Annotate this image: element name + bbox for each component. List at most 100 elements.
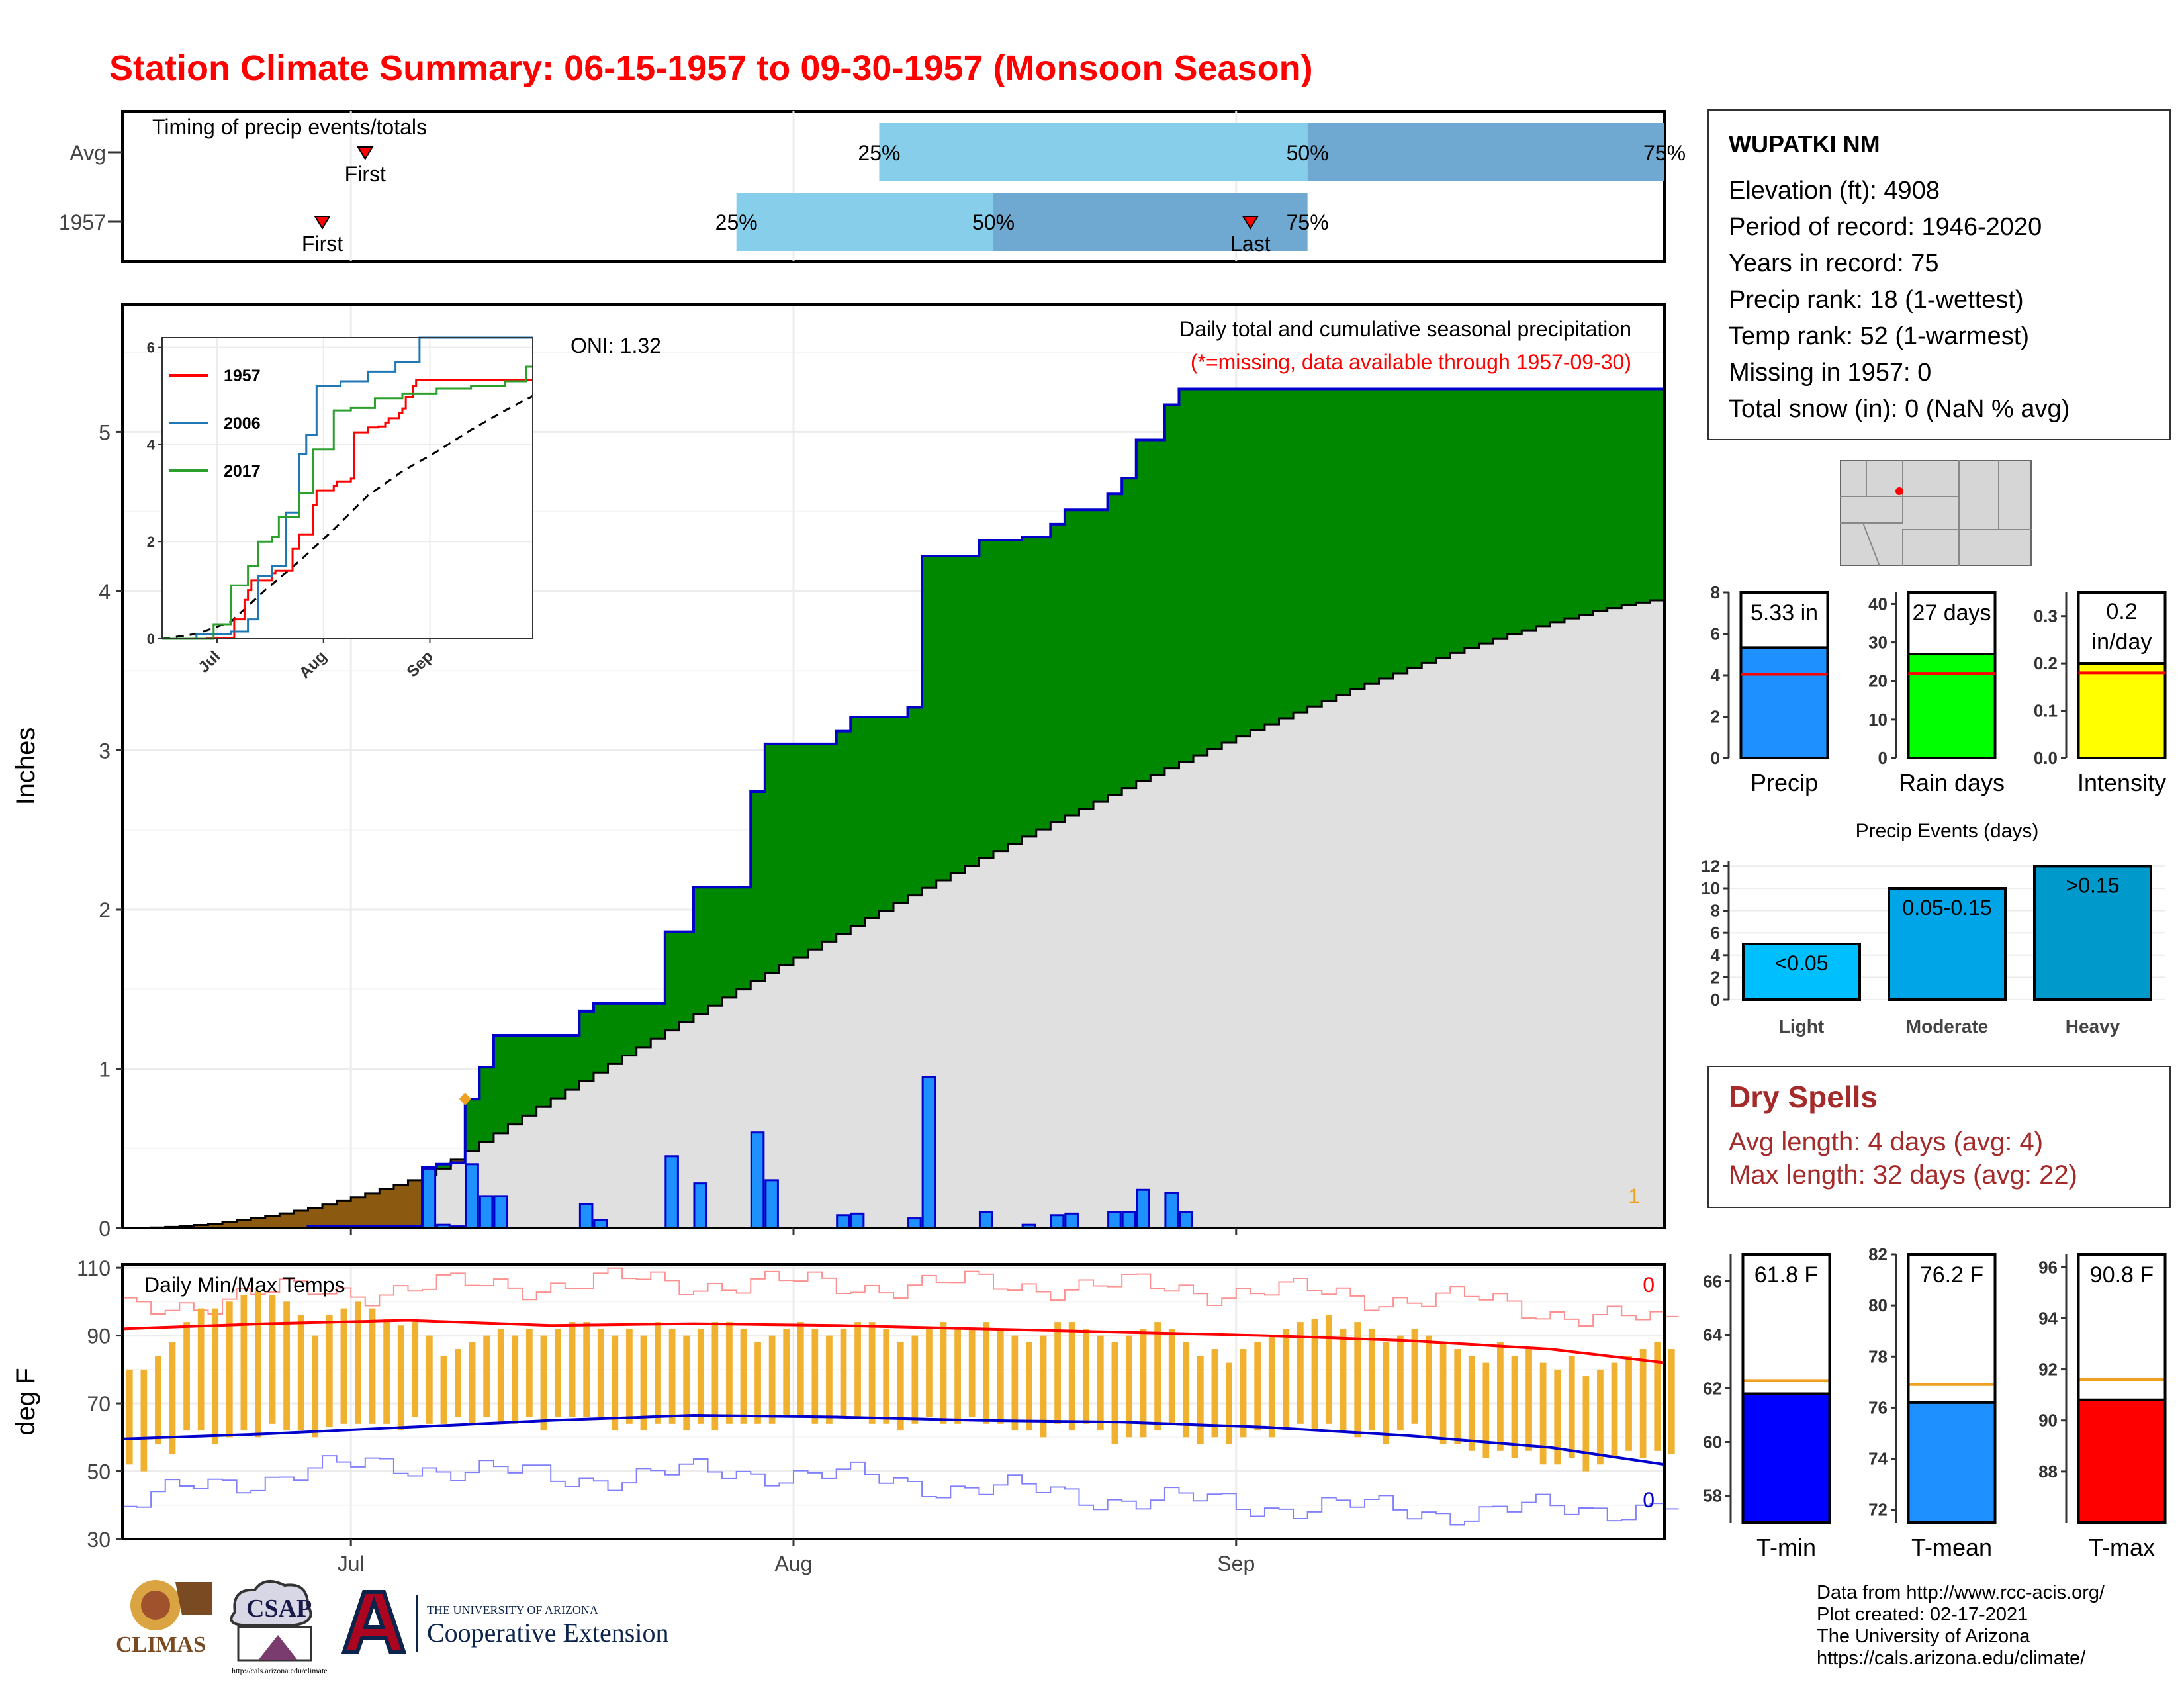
daily-temp-bar [1497, 1342, 1504, 1451]
events-y-tick-label: 12 [1701, 856, 1720, 876]
daily-temp-bar [297, 1315, 304, 1431]
daily-temp-bar [911, 1335, 919, 1424]
daily-precip-bar [422, 1168, 437, 1229]
daily-precip-bar [664, 1155, 679, 1229]
daily-temp-bar [1426, 1335, 1432, 1438]
daily-temp-bar [668, 1329, 676, 1424]
summary-y-tick-label: 60 [1703, 1432, 1722, 1452]
summary-y-tick-label: 82 [1868, 1244, 1888, 1264]
daily-precip-bar [1164, 1192, 1179, 1229]
csap-text: CSAP [246, 1595, 312, 1622]
climas-text: CLIMAS [116, 1632, 206, 1657]
daily-temp-bar [1054, 1322, 1061, 1424]
timing-q50-label: 50% [1287, 141, 1329, 165]
daily-temp-bar [1297, 1322, 1304, 1424]
daily-temp-bar [754, 1342, 761, 1424]
summary-y-tick-label: 96 [2038, 1257, 2058, 1277]
above-average-area [122, 389, 1664, 1228]
daily-precip-bar [1121, 1211, 1136, 1229]
summary-y-tick-label: 0.1 [2034, 701, 2058, 721]
daily-temp-bar [1411, 1329, 1418, 1424]
ua-small-text: THE UNIVERSITY OF ARIZONA [427, 1603, 598, 1617]
events-y-tick-label: 4 [1711, 945, 1721, 965]
daily-temp-bar [1226, 1362, 1232, 1444]
daily-precip-bar [1136, 1188, 1150, 1229]
daily-temp-bar [1197, 1356, 1204, 1444]
timing-label: Timing of precip events/totals [152, 115, 427, 139]
temp-frame [121, 1263, 1666, 1540]
station-name: WUPATKI NM [1729, 130, 1880, 158]
daily-precip-bar [836, 1214, 850, 1229]
daily-temp-bar [483, 1335, 490, 1417]
daily-temp-bar [583, 1322, 590, 1417]
summary-bar-Precip [1739, 646, 1829, 759]
daily-temp-bar [1140, 1329, 1147, 1438]
daily-temp-bar [312, 1335, 319, 1438]
summary-y-tick-label: 66 [1703, 1272, 1722, 1291]
timing-q50-q75-bar [1307, 123, 1664, 181]
daily-temp-bar [1111, 1342, 1118, 1444]
daily-precip-bar [1107, 1211, 1122, 1229]
daily-temp-bar [1154, 1322, 1161, 1431]
temp-y-tick-label: 70 [87, 1392, 111, 1416]
events-y-tick-label: 8 [1711, 901, 1720, 921]
below-average-area [136, 1159, 465, 1228]
summary-y-tick-label: 58 [1703, 1486, 1722, 1506]
temp-y-tick-label: 110 [77, 1256, 111, 1280]
station-years: Years in record: 75 [1729, 250, 1939, 277]
daily-temp-bar [1582, 1376, 1590, 1472]
summary-y-tick-label: 74 [1868, 1449, 1888, 1469]
events-category-label: Moderate [1906, 1016, 1988, 1037]
avg-cumulative-area [122, 598, 1664, 1228]
main-y-tick-label: 3 [99, 739, 111, 763]
daily-temp-bar [155, 1356, 161, 1444]
daily-temp-bar [1611, 1362, 1618, 1458]
summary-y-tick-label: 6 [1711, 624, 1720, 644]
daily-temp-bar [383, 1318, 390, 1424]
daily-temp-bar [355, 1301, 361, 1424]
timing-row-label: 1957 [59, 211, 106, 234]
events-y-tick-label: 10 [1701, 878, 1720, 898]
summary-y-tick-label: 0.3 [2034, 606, 2058, 626]
tmin-record-line [122, 1455, 1679, 1526]
timing-last-marker [1242, 216, 1259, 230]
daily-precip-bar [693, 1182, 708, 1229]
climas-logo: CLIMAS [116, 1580, 212, 1657]
daily-precip-bar [921, 1076, 936, 1229]
inset-y-tick-label: 0 [147, 631, 155, 647]
events-bar-Moderate [1888, 887, 2007, 1001]
credit-plot-created: Plot created: 02-17-2021 [1817, 1604, 2028, 1625]
daily-temp-bar [397, 1325, 404, 1431]
daily-precip-bar [578, 1203, 594, 1229]
inset-series-line-2006 [162, 336, 533, 640]
summary-label-box [2077, 1253, 2167, 1401]
inset-frame [161, 337, 533, 639]
credit-url: https://cals.arizona.edu/climate/ [1817, 1648, 2086, 1669]
summary-label-box [1907, 591, 1997, 656]
summary-bar-T-mean [1907, 1401, 1997, 1524]
daily-temp-bar [140, 1369, 148, 1472]
daily-temp-bar [711, 1322, 719, 1431]
daily-temp-bar [1554, 1369, 1561, 1465]
daily-temp-bar [640, 1335, 647, 1431]
events-y-tick-label: 6 [1711, 923, 1720, 943]
daily-temp-bar [1097, 1335, 1104, 1431]
summary-y-tick-label: 4 [1711, 665, 1721, 685]
summary-y-tick-label: 92 [2038, 1360, 2058, 1380]
summary-y-tick-label: 2 [1711, 707, 1720, 727]
summary-category-label: Rain days [1899, 769, 2005, 796]
daily-temp-bar [1511, 1356, 1518, 1458]
temp-chart-title: Daily Min/Max Temps [144, 1273, 345, 1297]
daily-temp-bar [1397, 1335, 1404, 1431]
timing-first-marker [314, 216, 331, 230]
events-category-label: Light [1779, 1016, 1824, 1037]
daily-temp-bar [1240, 1349, 1247, 1438]
timing-q25-label: 25% [858, 141, 900, 165]
main-chart-subtitle: (*=missing, data available through 1957-… [1191, 350, 1631, 374]
inset-background [162, 338, 533, 639]
daily-temp-bar [1525, 1349, 1532, 1451]
summary-bar-Rain days [1907, 653, 1997, 759]
daily-temp-bar [1439, 1342, 1447, 1444]
daily-temp-bar [1126, 1335, 1132, 1438]
daily-temp-bar [655, 1322, 661, 1424]
